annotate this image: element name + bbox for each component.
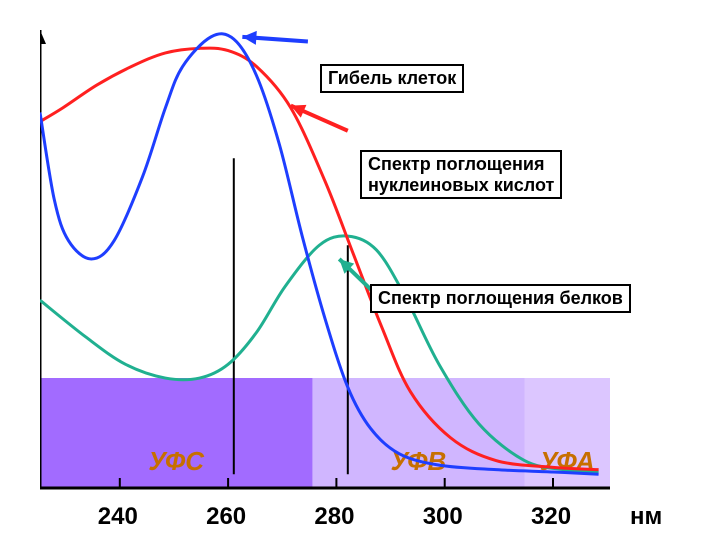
nucleic-label: Спектр поглощения нуклеиновых кислот	[360, 150, 562, 199]
cell-death-label: Гибель клеток	[320, 64, 464, 93]
chart-svg: УФСУФВУФА	[40, 30, 680, 490]
x-tick-label: 320	[531, 503, 571, 531]
x-axis-unit: нм	[630, 503, 662, 531]
x-tick-label: 240	[98, 503, 138, 531]
arrow-blue-head	[242, 31, 256, 45]
chart-container: УФСУФВУФА Гибель клеток Спектр поглощени…	[40, 30, 680, 490]
proteins-label: Спектр поглощения белков	[370, 284, 631, 313]
region-label-uvc: УФС	[148, 446, 205, 476]
x-tick-label: 260	[206, 503, 246, 531]
x-tick-label: 280	[314, 503, 354, 531]
x-tick-label: 300	[423, 503, 463, 531]
